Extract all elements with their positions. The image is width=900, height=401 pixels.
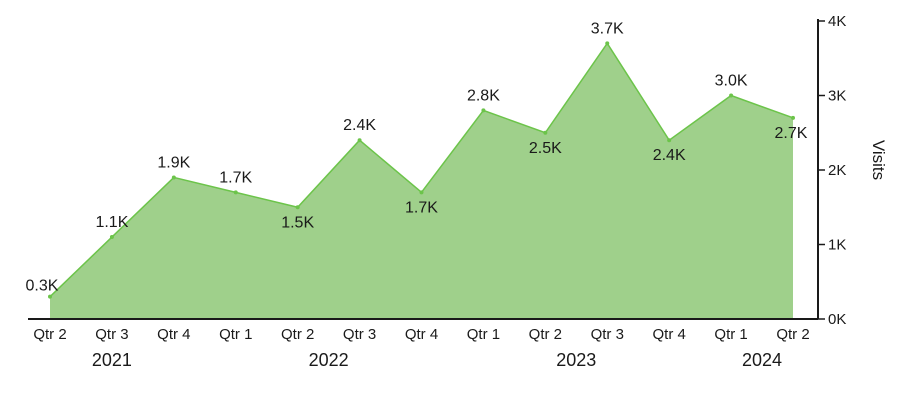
data-point xyxy=(295,205,300,210)
data-label: 0.3K xyxy=(26,278,59,295)
data-label: 2.8K xyxy=(467,87,500,104)
year-label: 2023 xyxy=(556,350,596,370)
data-point xyxy=(729,93,734,98)
data-point xyxy=(48,294,52,299)
data-points xyxy=(48,41,795,299)
x-tick-label: Qtr 1 xyxy=(219,326,252,343)
y-tick-label: 0K xyxy=(828,311,846,328)
y-axis-ticks: 0K 1K 2K 3K 4K xyxy=(818,13,846,328)
year-label: 2024 xyxy=(742,350,782,370)
year-label: 2021 xyxy=(92,350,132,370)
data-point xyxy=(419,190,424,195)
data-point xyxy=(791,115,795,120)
x-tick-label: Qtr 4 xyxy=(157,326,190,343)
x-tick-label: Qtr 3 xyxy=(343,326,376,343)
year-label: 2022 xyxy=(309,350,349,370)
y-axis-title: Visits xyxy=(869,140,888,180)
data-label: 2.4K xyxy=(343,117,376,134)
data-point xyxy=(357,138,362,143)
x-tick-label: Qtr 2 xyxy=(33,326,66,343)
x-tick-label: Qtr 4 xyxy=(652,326,685,343)
data-label: 2.5K xyxy=(529,140,562,157)
x-axis-year-labels: 2021 2022 2023 2024 xyxy=(92,350,782,370)
data-label: 1.7K xyxy=(405,199,438,216)
data-point xyxy=(233,190,238,195)
x-axis-tick-labels: Qtr 2 Qtr 3 Qtr 4 Qtr 1 Qtr 2 Qtr 3 Qtr 4 Qtr 1… xyxy=(33,326,809,343)
data-point xyxy=(109,235,114,240)
data-point xyxy=(605,41,610,46)
y-tick-label: 2K xyxy=(828,162,846,179)
data-label: 1.7K xyxy=(219,169,252,186)
data-point xyxy=(171,175,176,180)
y-tick-label: 4K xyxy=(828,13,846,30)
x-tick-label: Qtr 2 xyxy=(776,326,809,343)
x-tick-label: Qtr 1 xyxy=(467,326,500,343)
y-tick-label: 1K xyxy=(828,237,846,254)
data-point xyxy=(543,130,548,135)
data-label: 3.0K xyxy=(715,73,748,90)
data-labels: 0.3K 1.1K 1.9K 1.7K 1.5K 2.4K 1.7K 2.8K 2.5K 3.7K… xyxy=(26,20,808,294)
data-label: 2.4K xyxy=(653,147,686,164)
x-tick-label: Qtr 2 xyxy=(281,326,314,343)
area-series xyxy=(50,43,793,319)
data-point xyxy=(481,108,486,113)
x-tick-label: Qtr 4 xyxy=(405,326,438,343)
x-tick-label: Qtr 3 xyxy=(95,326,128,343)
data-label: 1.5K xyxy=(281,214,314,231)
x-tick-label: Qtr 2 xyxy=(529,326,562,343)
data-label: 1.9K xyxy=(157,154,190,171)
y-tick-label: 3K xyxy=(828,88,846,105)
data-label: 1.1K xyxy=(95,214,128,231)
x-tick-label: Qtr 1 xyxy=(714,326,747,343)
data-point xyxy=(667,138,672,143)
x-tick-label: Qtr 3 xyxy=(591,326,624,343)
data-label: 2.7K xyxy=(775,125,808,142)
data-label: 3.7K xyxy=(591,20,624,37)
